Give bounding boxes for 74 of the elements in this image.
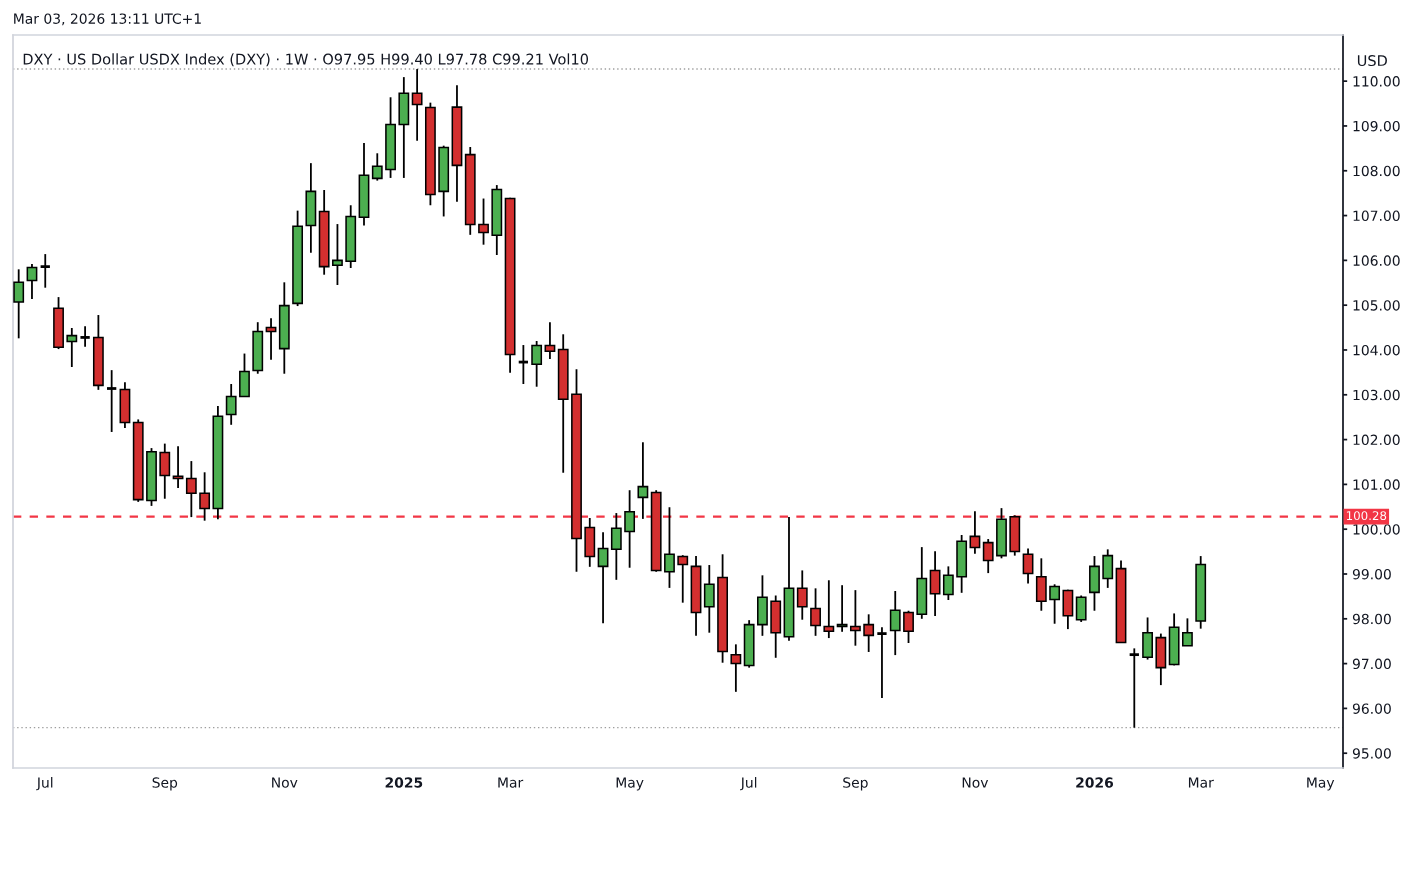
candlestick [332,223,343,286]
candlestick [105,369,118,433]
candlestick [1128,647,1141,729]
candlestick [531,340,543,388]
candlestick [26,263,38,300]
candlestick [664,506,675,589]
y-tick-label: 102.00 [1353,434,1400,446]
x-tick-label: Sep [843,777,868,791]
candlestick [929,550,941,618]
candlestick [1102,548,1114,589]
y-tick-label: 97.00 [1352,658,1391,670]
candlestick [889,590,901,656]
candlestick [79,325,92,348]
y-tick-label: 105.00 [1353,300,1400,311]
y-tick-label: 100.00 [1353,524,1400,535]
y-tick-label: 96.00 [1352,703,1391,714]
candlestick [1022,547,1034,585]
y-tick-label: 95.00 [1352,748,1391,759]
candlestick [1075,594,1087,623]
x-tick-label: Sep [152,777,178,791]
y-tick-label: 99.00 [1352,568,1391,580]
y-tick-label: 101.00 [1353,479,1400,490]
x-tick-label: Mar [1188,777,1214,788]
candlestick [225,383,237,426]
candlestick [875,626,888,700]
x-tick-label: May [616,777,644,791]
candlestick [730,643,742,693]
candlestick [1049,583,1061,625]
candlestick [982,538,994,575]
x-tick-label: May [1307,777,1335,791]
text: DXY · US Dollar USDX Index (DXY) · 1W · O97.95 H99.40 L97.78 C99.21 Vol10 [23,53,589,67]
candlestick [624,489,636,569]
y-tick-label: 104.00 [1353,344,1400,356]
candlestick [159,442,171,500]
y-tick-label: 109.00 [1353,120,1400,132]
candlestick [185,460,197,519]
candlestick [942,565,954,601]
x-tick-label: Jul [740,777,757,791]
candlestick [677,554,689,604]
x-tick-label: Nov [962,777,989,788]
candlestick [13,268,25,340]
x-tick-label: Nov [272,777,298,788]
candlestick [796,569,808,621]
y-tick-label: 108.00 [1353,165,1400,177]
y-axis-title: USD [1357,55,1387,67]
candlestick [544,321,556,360]
x-tick-label: 2025 [385,777,423,788]
y-tick-label: 103.00 [1353,389,1400,401]
candlestick [66,327,78,368]
text: Mar 03, 2026 13:11 UTC+1 [14,13,201,26]
candlestick [836,584,848,633]
x-tick-label: 2026 [1076,777,1114,788]
candlestick [810,587,821,637]
ref-line-label: 100.28 [1346,511,1387,521]
x-tick-label: Mar [498,777,524,788]
candlestick [637,441,649,520]
y-tick-label: 106.00 [1353,255,1400,266]
candlestick [823,579,835,639]
candlestick [411,68,423,142]
candlestick [849,589,861,647]
candlestick [903,609,914,644]
candlestick [863,613,875,653]
x-tick-label: Jul [36,777,53,791]
candlestick [39,253,52,289]
y-tick-label: 110.00 [1353,76,1400,87]
y-tick-label: 98.00 [1352,613,1391,625]
candlestick [199,471,211,522]
candlestick [597,531,609,625]
candlestick [703,564,715,634]
candlestick [1182,617,1193,647]
y-tick-label: 107.00 [1353,210,1400,222]
candlestick [610,512,622,581]
candlestick [371,152,383,182]
candlestick [478,197,489,246]
